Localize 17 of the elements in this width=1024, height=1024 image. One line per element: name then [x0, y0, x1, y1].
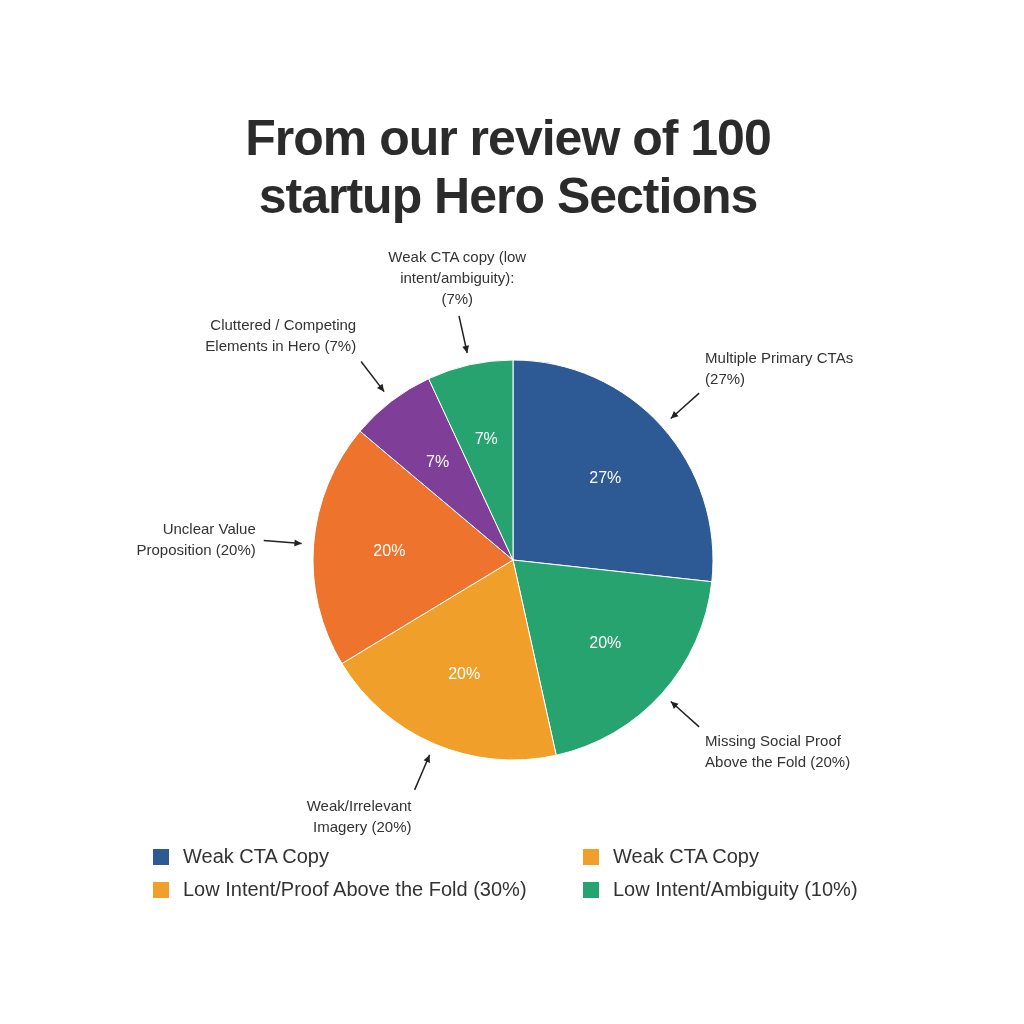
slice-label: Weak CTA copy (low intent/ambiguity): (7%)	[388, 248, 527, 308]
slice-label: Unclear Value Proposition (20%)	[136, 520, 256, 559]
data-label: 7%	[426, 453, 450, 471]
data-label: 27%	[589, 468, 622, 486]
text: Weak CTA Copy	[183, 845, 329, 868]
chart-title: From our review of 100 startup Hero Sections	[244, 110, 772, 225]
slice-label: Multiple Primary CTAs (27%)	[705, 348, 854, 387]
data-label: 7%	[474, 430, 498, 448]
data-label: 20%	[448, 665, 481, 683]
slice-label: Cluttered / Competing Elements in Hero (7%)	[205, 316, 357, 355]
text: Low Intent/Ambiguity (10%)	[613, 878, 858, 901]
slice-label: Missing Social Proof Above the Fold (20%)	[705, 732, 851, 771]
data-label: 20%	[589, 634, 622, 652]
text: Weak CTA Copy	[613, 845, 759, 868]
slice-label: Weak/Irrelevant Imagery (20%)	[306, 797, 413, 836]
data-label: 20%	[373, 541, 406, 559]
text: Low Intent/Proof Above the Fold (30%)	[183, 878, 527, 901]
